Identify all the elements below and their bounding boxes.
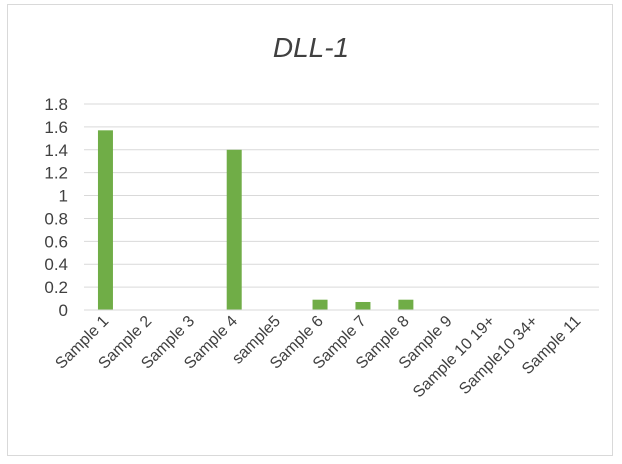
chart-title: DLL-1 <box>272 32 350 63</box>
y-tick-label: 1.4 <box>44 141 68 160</box>
y-tick-label: 1.6 <box>44 118 68 137</box>
bar <box>355 301 371 310</box>
y-tick-label: 0.8 <box>44 209 68 228</box>
bar <box>97 130 113 310</box>
y-tick-label: 0 <box>59 301 68 320</box>
y-tick-label: 0.2 <box>44 278 68 297</box>
y-axis-ticks: 0 0.2 0.4 0.6 0.8 1 1.2 1.4 1.6 1.8 <box>44 95 68 320</box>
bar <box>226 149 242 310</box>
bar <box>398 299 414 310</box>
y-tick-label: 0.6 <box>44 232 68 251</box>
bars <box>97 130 414 310</box>
gridlines <box>84 103 599 288</box>
bar <box>312 299 328 310</box>
y-tick-label: 1.2 <box>44 164 68 183</box>
y-tick-label: 0.4 <box>44 255 68 274</box>
y-tick-label: 1.8 <box>44 95 68 114</box>
y-tick-label: 1 <box>59 187 68 206</box>
